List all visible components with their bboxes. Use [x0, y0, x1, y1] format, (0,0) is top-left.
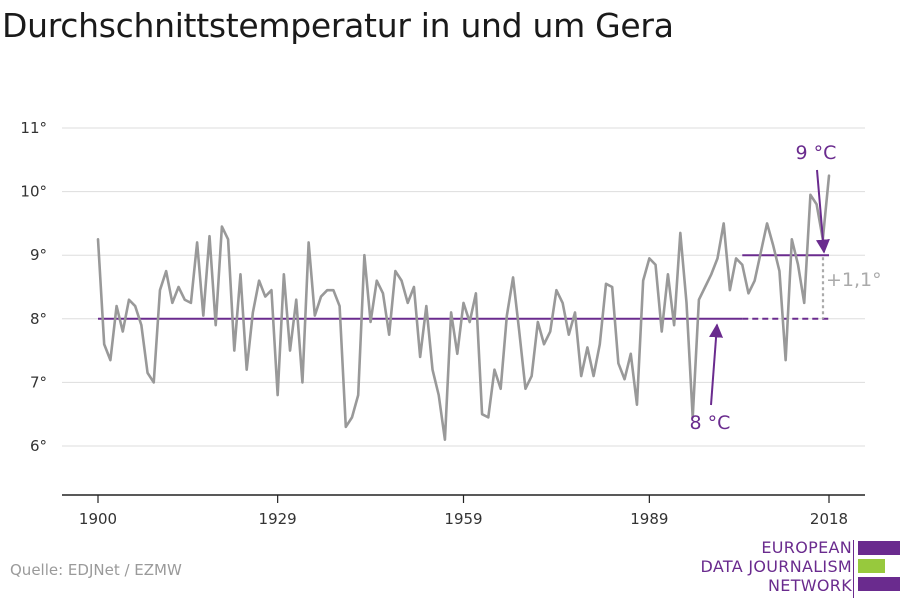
- y-tick-label: 8°: [30, 310, 47, 328]
- logo-bar-green: [858, 559, 885, 573]
- annotation-9c-label: 9 °C: [796, 142, 837, 164]
- x-tick-label: 1900: [79, 510, 117, 528]
- annotation-9c-arrow: [815, 169, 830, 254]
- y-tick-label: 10°: [20, 183, 47, 201]
- series-layer: [96, 174, 831, 441]
- source-note: Quelle: EDJNet / EZMW: [10, 561, 182, 579]
- temperature-series-line: [96, 174, 831, 441]
- annotation-8c-arrow: [709, 323, 724, 406]
- chart-title: Durchschnittstemperatur in und um Gera: [2, 6, 674, 45]
- x-tick-label: 1989: [630, 510, 668, 528]
- logo-bar-purple-top: [858, 541, 900, 555]
- logo-line-1: EUROPEAN: [761, 538, 852, 557]
- logo-bar-purple-bottom: [858, 577, 900, 591]
- y-tick-label: 7°: [30, 373, 47, 391]
- annotation-8c-label: 8 °C: [690, 412, 731, 434]
- y-tick-label: 9°: [30, 246, 47, 264]
- logo-line-2: DATA JOURNALISM: [700, 557, 852, 576]
- x-tick-label: 1959: [444, 510, 482, 528]
- reference-layer: [98, 254, 829, 320]
- annotation-layer: 9 °C 8 °C +1,1°: [690, 142, 882, 434]
- x-tick-label: 2018: [810, 510, 848, 528]
- annotation-difference-label: +1,1°: [826, 269, 882, 291]
- x-tick-label: 1929: [259, 510, 297, 528]
- y-tick-label: 11°: [20, 119, 47, 137]
- grid-layer: [62, 127, 865, 447]
- y-tick-label: 6°: [30, 437, 47, 455]
- logo-line-3: NETWORK: [768, 576, 852, 595]
- edjnet-logo: EUROPEAN DATA JOURNALISM NETWORK: [700, 538, 900, 598]
- axis-layer: 6° 7° 8° 9° 10° 11° 1900 1929 1959 1989 2018: [20, 119, 865, 528]
- logo-divider: [853, 540, 854, 598]
